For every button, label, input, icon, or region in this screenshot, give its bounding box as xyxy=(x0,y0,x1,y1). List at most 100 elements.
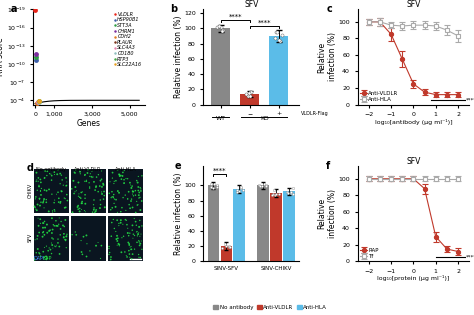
Point xyxy=(101,205,109,210)
Point xyxy=(117,220,125,225)
Point xyxy=(127,182,134,187)
Point xyxy=(118,235,126,240)
Text: DAPI: DAPI xyxy=(34,256,46,261)
Point xyxy=(41,169,49,174)
Point xyxy=(135,252,142,257)
Point xyxy=(100,189,108,194)
Point xyxy=(94,189,102,194)
Point xyxy=(127,198,135,203)
Point xyxy=(90,202,97,207)
Point xyxy=(112,197,120,202)
Point xyxy=(74,207,82,212)
Point xyxy=(128,256,136,261)
Point xyxy=(115,242,123,247)
Point xyxy=(114,188,122,193)
Point xyxy=(77,196,84,201)
Point xyxy=(91,210,99,215)
Y-axis label: Relative
infection (%): Relative infection (%) xyxy=(318,32,337,82)
Point xyxy=(61,205,69,210)
Point xyxy=(123,222,131,227)
Point xyxy=(35,179,42,184)
Point xyxy=(136,195,144,200)
Point xyxy=(56,181,64,186)
Point xyxy=(52,244,60,249)
Point xyxy=(97,256,104,261)
Point xyxy=(63,245,70,250)
Point xyxy=(32,207,40,212)
Point xyxy=(120,180,128,186)
Point xyxy=(226,245,234,250)
Point xyxy=(37,180,45,185)
Point xyxy=(133,199,140,204)
Point xyxy=(219,28,226,33)
Point xyxy=(35,183,43,188)
Point xyxy=(48,173,55,178)
Point xyxy=(48,192,55,197)
Point xyxy=(41,188,48,193)
Point xyxy=(52,218,60,223)
Point xyxy=(82,179,90,184)
Point xyxy=(79,252,86,257)
Point xyxy=(124,176,131,181)
Point xyxy=(105,244,113,249)
Point xyxy=(37,186,45,191)
Legend: Anti-VLDLR, Anti-HLA: Anti-VLDLR, Anti-HLA xyxy=(360,91,398,102)
Point xyxy=(34,188,41,193)
Point xyxy=(246,89,253,94)
Text: GFP: GFP xyxy=(43,256,52,261)
Point xyxy=(55,215,63,220)
Text: KO: KO xyxy=(260,116,269,121)
Point xyxy=(53,243,60,248)
Point xyxy=(128,247,136,252)
Point xyxy=(35,175,42,180)
Point xyxy=(43,257,50,262)
Point xyxy=(49,227,56,232)
Point xyxy=(71,170,79,175)
Point xyxy=(100,182,107,187)
Point xyxy=(98,189,105,194)
Point xyxy=(129,236,137,241)
Point xyxy=(138,198,146,203)
Point xyxy=(76,171,84,176)
Point xyxy=(246,93,254,98)
Point xyxy=(72,185,79,190)
Point xyxy=(86,174,93,179)
Legend: VLDLR, HSP90B1, STT3A, CHRM1, CDH2, PLAUR, SLC4A3, CD180, RTP3, SLC22A16: VLDLR, HSP90B1, STT3A, CHRM1, CDH2, PLAU… xyxy=(114,12,142,67)
Point xyxy=(215,23,223,28)
Point xyxy=(237,184,245,189)
Point xyxy=(83,241,91,246)
Point xyxy=(36,217,44,222)
Point xyxy=(43,173,51,178)
Point xyxy=(46,228,54,233)
Point xyxy=(213,185,221,190)
Point xyxy=(74,203,82,208)
Point xyxy=(136,218,144,223)
Point xyxy=(40,229,47,234)
Point xyxy=(210,181,218,186)
Point xyxy=(221,242,228,247)
Text: VLDLR-Flag: VLDLR-Flag xyxy=(301,112,328,116)
Point xyxy=(40,255,48,260)
Bar xyxy=(71,216,106,261)
Point xyxy=(54,190,62,195)
Point xyxy=(60,235,68,240)
Point xyxy=(109,175,116,180)
Point xyxy=(62,205,70,210)
Point xyxy=(82,233,90,238)
Point xyxy=(270,192,277,197)
Point xyxy=(125,189,132,194)
Point xyxy=(118,250,125,255)
Point xyxy=(51,209,59,214)
Point xyxy=(98,184,106,189)
Point xyxy=(78,199,86,204)
Text: a: a xyxy=(11,4,18,14)
Point xyxy=(68,186,75,192)
Point xyxy=(110,179,118,184)
Point xyxy=(51,198,58,203)
Point xyxy=(63,233,71,238)
Point xyxy=(92,184,100,189)
Point xyxy=(136,224,143,229)
Point xyxy=(134,180,141,185)
Point xyxy=(78,207,85,212)
Text: ****: **** xyxy=(466,98,474,103)
